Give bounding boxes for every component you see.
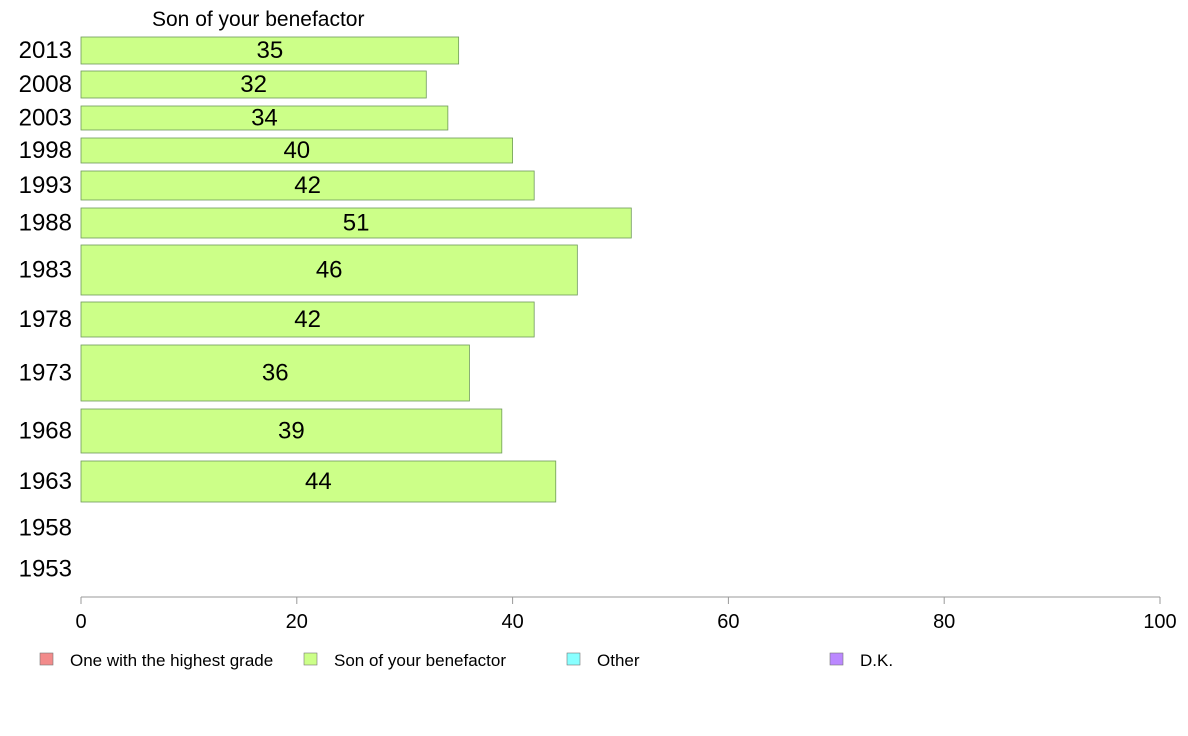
bar-value-label: 51 bbox=[343, 210, 370, 237]
bar bbox=[80, 301, 535, 338]
y-tick-label: 1983 bbox=[19, 257, 72, 284]
bar bbox=[80, 244, 578, 296]
y-tick-label: 1953 bbox=[19, 556, 72, 583]
bar-value-label: 42 bbox=[294, 172, 321, 199]
bar bbox=[80, 207, 632, 239]
bar-value-label: 44 bbox=[305, 468, 332, 495]
y-tick-label: 2013 bbox=[19, 37, 72, 64]
bar bbox=[80, 70, 427, 99]
y-tick-label: 2003 bbox=[19, 105, 72, 132]
bar-value-label: 36 bbox=[262, 360, 289, 387]
x-tick-label: 40 bbox=[501, 611, 523, 633]
x-tick-label: 20 bbox=[286, 611, 308, 633]
bar bbox=[80, 36, 460, 65]
legend-swatch bbox=[39, 652, 54, 666]
bar bbox=[80, 170, 535, 201]
x-tick-label: 60 bbox=[717, 611, 739, 633]
bar-value-label: 46 bbox=[316, 257, 343, 284]
bar bbox=[80, 137, 514, 164]
x-axis: 0 20 40 60 80 100 bbox=[75, 596, 1177, 633]
chart-title: Son of your benefactor bbox=[152, 8, 364, 31]
y-tick-label: 2008 bbox=[19, 71, 72, 98]
x-tick-label: 80 bbox=[933, 611, 955, 633]
legend-label: Son of your benefactor bbox=[334, 651, 506, 670]
bar bbox=[80, 460, 557, 503]
bar-value-label: 35 bbox=[256, 37, 283, 64]
bar-value-label: 32 bbox=[240, 71, 267, 98]
y-tick-label: 1973 bbox=[19, 360, 72, 387]
y-tick-label: 1963 bbox=[19, 468, 72, 495]
y-tick-label: 1993 bbox=[19, 172, 72, 199]
y-tick-label: 1958 bbox=[19, 515, 72, 542]
y-tick-label: 1978 bbox=[19, 306, 72, 333]
legend-swatch bbox=[303, 652, 318, 666]
legend-swatch bbox=[829, 652, 844, 666]
x-tick-label: 100 bbox=[1143, 611, 1176, 633]
bar-value-label: 40 bbox=[283, 137, 310, 164]
y-tick-label: 1988 bbox=[19, 210, 72, 237]
bar bbox=[80, 344, 470, 402]
y-tick-label: 1968 bbox=[19, 418, 72, 445]
bar-value-label: 39 bbox=[278, 418, 305, 445]
legend-swatch bbox=[566, 652, 581, 666]
x-tick-label: 0 bbox=[75, 611, 86, 633]
y-tick-label: 1998 bbox=[19, 137, 72, 164]
legend-label: One with the highest grade bbox=[70, 651, 273, 670]
legend-label: D.K. bbox=[860, 651, 893, 670]
bar bbox=[80, 105, 449, 131]
bar-value-label: 42 bbox=[294, 306, 321, 333]
bar bbox=[80, 408, 503, 454]
legend: One with the highest grade Son of your be… bbox=[39, 651, 893, 670]
y-tick-labels: 2013 2008 2003 1998 1993 1988 1983 1978 1973 1968… bbox=[19, 37, 72, 583]
bar-value-label: 34 bbox=[251, 105, 278, 132]
legend-label: Other bbox=[597, 651, 640, 670]
